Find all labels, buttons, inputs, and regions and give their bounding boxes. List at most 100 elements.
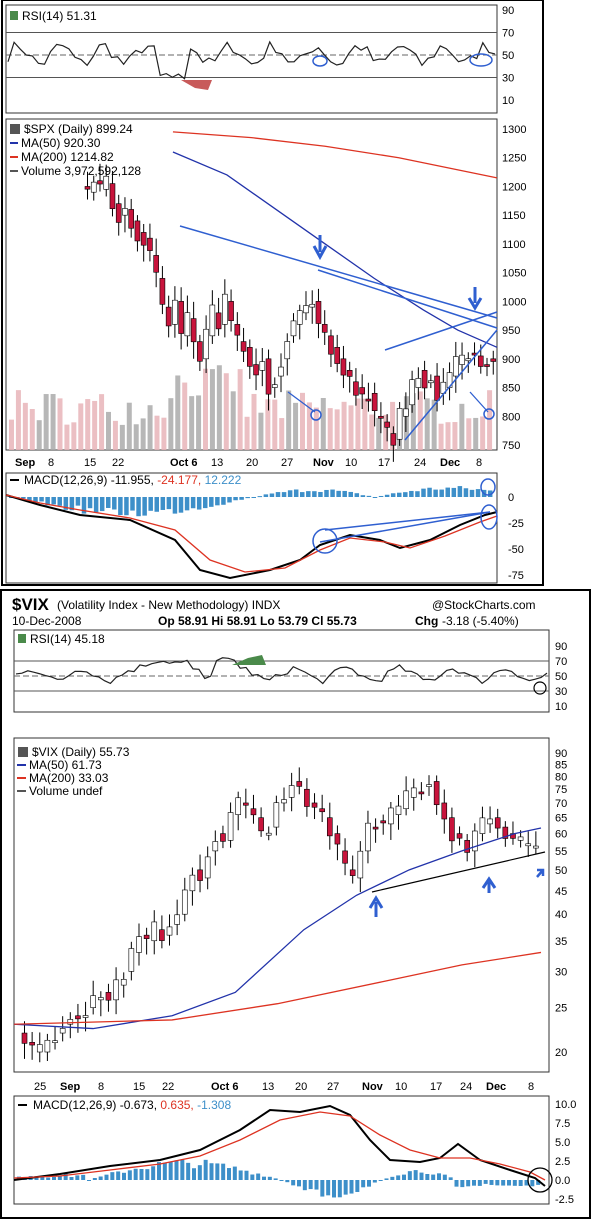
spx-legend-entry: MA(50) 920.30 xyxy=(21,136,101,150)
spx-volume-bar xyxy=(334,409,340,450)
spx-macd-histogram-bar xyxy=(196,497,202,510)
vix-title: $VIX xyxy=(12,595,50,614)
spx-volume-bar xyxy=(216,365,222,450)
vix-macd-tick: 7.5 xyxy=(555,1118,570,1130)
vix-legend-entry: MA(200) 33.03 xyxy=(29,771,109,785)
vix-candle xyxy=(75,1015,81,1020)
spx-volume-bar xyxy=(320,398,326,450)
vix-candle xyxy=(90,995,96,1008)
spx-macd-histogram-bar xyxy=(281,492,287,497)
spx-candle xyxy=(346,370,353,377)
spx-volume-bar xyxy=(57,398,63,450)
spx-volume-bar xyxy=(182,382,188,450)
vix-candle xyxy=(98,997,104,1001)
spx-candle xyxy=(334,347,340,364)
vix-candle xyxy=(151,921,158,942)
vix-macd-histogram-bar xyxy=(442,1174,447,1180)
spx-down-arrow-annotation xyxy=(312,235,328,261)
spx-macd-histogram-bar xyxy=(203,497,208,509)
spx-volume-bar xyxy=(64,424,70,450)
spx-volume-bar xyxy=(15,390,21,450)
vix-macd-histogram-bar xyxy=(454,1180,459,1187)
spx-candle xyxy=(290,320,297,337)
vix-macd-histogram-bar xyxy=(273,1178,278,1180)
vix-macd-histogram-bar xyxy=(308,1180,313,1190)
vix-candle xyxy=(235,797,242,815)
vix-macd-histogram-bar xyxy=(40,1176,45,1180)
vix-date: 10-Dec-2008 xyxy=(12,614,82,628)
spx-candle xyxy=(396,408,403,440)
spx-macd-histogram-bar xyxy=(148,497,153,511)
vix-candle xyxy=(380,820,387,824)
vix-macd-histogram-bar xyxy=(361,1180,366,1188)
vix-macd-histogram-bar xyxy=(267,1176,272,1180)
vix-price-tick: 30 xyxy=(555,966,567,978)
vix-candle xyxy=(212,841,219,852)
spx-volume-bar xyxy=(237,369,243,450)
vix-macd-histogram-bar xyxy=(197,1165,202,1180)
vix-macd-histogram-bar xyxy=(413,1170,418,1180)
spx-macd-histogram-bar xyxy=(75,497,81,506)
vix-macd-histogram-bar xyxy=(477,1180,482,1186)
spx-candle xyxy=(84,186,91,190)
spx-candle xyxy=(359,387,365,395)
vix-macd-histogram-bar xyxy=(262,1176,266,1180)
vix-x-tick: Oct 6 xyxy=(211,1081,239,1093)
vix-macd-histogram-bar xyxy=(431,1174,436,1180)
vix-candle xyxy=(113,979,119,1001)
vix-candle xyxy=(288,785,295,798)
vix-macd-histogram-bar xyxy=(285,1180,290,1183)
vix-candle xyxy=(59,1028,66,1034)
spx-volume-bar xyxy=(459,403,465,450)
spx-volume-bar xyxy=(92,400,98,450)
vix-macd-histogram-bar xyxy=(378,1180,383,1181)
vix-macd-histogram-bar xyxy=(384,1178,389,1180)
spx-macd-hist-value: 12.222 xyxy=(205,473,242,487)
spx-x-tick: 24 xyxy=(414,457,426,469)
vix-macd-histogram-bar xyxy=(489,1180,494,1185)
vix-macd-histogram-bar xyxy=(297,1180,301,1187)
spx-candle xyxy=(128,209,134,229)
spx-macd-histogram-bar xyxy=(409,490,414,497)
vix-x-tick: Dec xyxy=(486,1081,506,1093)
vix-price-tick: 90 xyxy=(555,748,567,760)
spx-volume-bar xyxy=(383,414,389,450)
spx-x-tick: 13 xyxy=(211,457,223,469)
spx-macd-panel xyxy=(5,472,498,584)
vix-x-tick: 8 xyxy=(528,1081,534,1093)
vix-rsi-line xyxy=(15,657,548,685)
spx-rsi-oversold-fill xyxy=(181,80,212,90)
vix-candle xyxy=(319,808,325,813)
vix-candle xyxy=(311,802,318,808)
spx-price-tick: 1000 xyxy=(502,296,526,308)
vix-price-panel xyxy=(13,737,550,1073)
vix-macd-histogram-bar xyxy=(460,1180,465,1188)
vix-candle xyxy=(227,812,234,841)
spx-candle xyxy=(353,381,359,396)
spx-macd-histogram-bar xyxy=(51,497,56,505)
vix-macd-value: -0.673, xyxy=(120,1098,161,1112)
vix-price-tick: 40 xyxy=(555,909,567,921)
spx-macd-histogram-bar xyxy=(184,497,190,511)
spx-volume-circle-annotation xyxy=(483,408,495,420)
vix-macd-histogram-bar xyxy=(133,1168,138,1180)
spx-price-tick: 750 xyxy=(502,440,520,452)
spx-macd-histogram-bar xyxy=(130,497,135,511)
vix-x-tick: 20 xyxy=(295,1081,307,1093)
spx-x-tick: Nov xyxy=(313,457,335,469)
spx-rsi-circle-annotation xyxy=(312,55,328,67)
spx-candle xyxy=(415,378,422,388)
spx-rsi-tick: 70 xyxy=(502,28,514,40)
spx-macd-histogram-bar xyxy=(172,497,178,514)
spx-macd-histogram-bar xyxy=(209,497,214,507)
vix-macd-histogram-bar xyxy=(92,1178,97,1180)
spx-x-tick: 10 xyxy=(345,457,357,469)
vix-macd-tick: 5.0 xyxy=(555,1137,570,1149)
spx-volume-bar xyxy=(265,399,271,450)
spx-candle xyxy=(103,175,110,190)
vix-candle xyxy=(449,817,455,842)
spx-trendline xyxy=(404,329,498,441)
spx-macd-histogram-bar xyxy=(463,488,469,497)
spx-rsi-panel xyxy=(5,4,498,114)
spx-price-tick: 900 xyxy=(502,354,520,366)
